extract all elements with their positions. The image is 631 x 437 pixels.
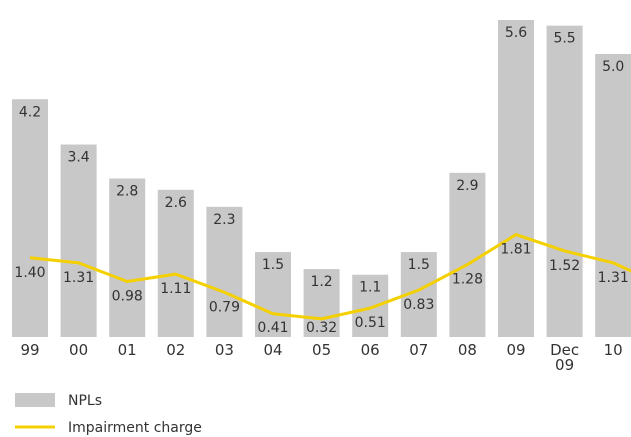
legend-swatch bbox=[15, 393, 55, 407]
line-label: 1.40 bbox=[14, 265, 45, 281]
bar bbox=[498, 20, 534, 337]
x-tick-label: 02 bbox=[166, 341, 186, 359]
line-label: 1.28 bbox=[452, 272, 483, 288]
bar bbox=[206, 206, 243, 337]
bar-label: 2.9 bbox=[456, 178, 478, 194]
bar bbox=[255, 252, 291, 337]
bar-label: 5.6 bbox=[505, 25, 527, 41]
x-tick-label: 03 bbox=[214, 341, 234, 359]
x-tick-label: 99 bbox=[20, 341, 40, 359]
line-label: 0.32 bbox=[306, 320, 337, 336]
bar bbox=[157, 189, 194, 337]
line-label: 0.41 bbox=[257, 320, 288, 336]
x-tick-label: 00 bbox=[69, 341, 89, 359]
x-tick-label: 01 bbox=[117, 341, 137, 359]
line-label: 1.31 bbox=[63, 270, 94, 286]
legend-label: NPLs bbox=[68, 393, 102, 409]
bar bbox=[109, 178, 146, 337]
line-label: 1.81 bbox=[500, 242, 531, 258]
line-label: 0.79 bbox=[209, 299, 240, 315]
line-label: 1.31 bbox=[598, 270, 629, 286]
bar-label: 5.0 bbox=[602, 59, 624, 75]
bar-label: 2.3 bbox=[213, 212, 235, 228]
bar-label: 1.5 bbox=[408, 257, 430, 273]
x-tick-label: 04 bbox=[263, 341, 283, 359]
bar bbox=[352, 274, 389, 337]
x-tick-label: 09 bbox=[506, 341, 526, 359]
bar-label: 2.6 bbox=[165, 195, 187, 211]
bar bbox=[595, 53, 631, 337]
x-tick-label: 10 bbox=[603, 341, 623, 359]
bar-label: 4.2 bbox=[19, 104, 41, 120]
bar bbox=[60, 144, 97, 337]
line bbox=[29, 233, 631, 321]
bar bbox=[546, 25, 583, 338]
bar-label: 1.2 bbox=[310, 274, 332, 290]
bar bbox=[449, 172, 486, 337]
x-tick-label: 07 bbox=[409, 341, 429, 359]
line-label: 0.83 bbox=[403, 297, 434, 313]
line-label: 0.51 bbox=[355, 315, 386, 331]
line-label: 1.52 bbox=[549, 258, 580, 274]
x-tick-label: 08 bbox=[457, 341, 477, 359]
legend-label: Impairment charge bbox=[68, 420, 202, 436]
bar-label: 3.4 bbox=[67, 150, 89, 166]
line-label: 0.98 bbox=[112, 289, 143, 305]
x-tick-label: Dec 09 bbox=[550, 341, 580, 374]
bar bbox=[303, 269, 340, 337]
bar-label: 5.5 bbox=[553, 31, 575, 47]
bar-label: 2.8 bbox=[116, 184, 138, 200]
x-tick-label: 06 bbox=[360, 341, 380, 359]
x-tick-label: 05 bbox=[312, 341, 332, 359]
bar-label: 1.1 bbox=[359, 280, 381, 296]
bar bbox=[12, 99, 48, 337]
line-label: 1.11 bbox=[160, 281, 191, 297]
bar-label: 1.5 bbox=[262, 257, 284, 273]
